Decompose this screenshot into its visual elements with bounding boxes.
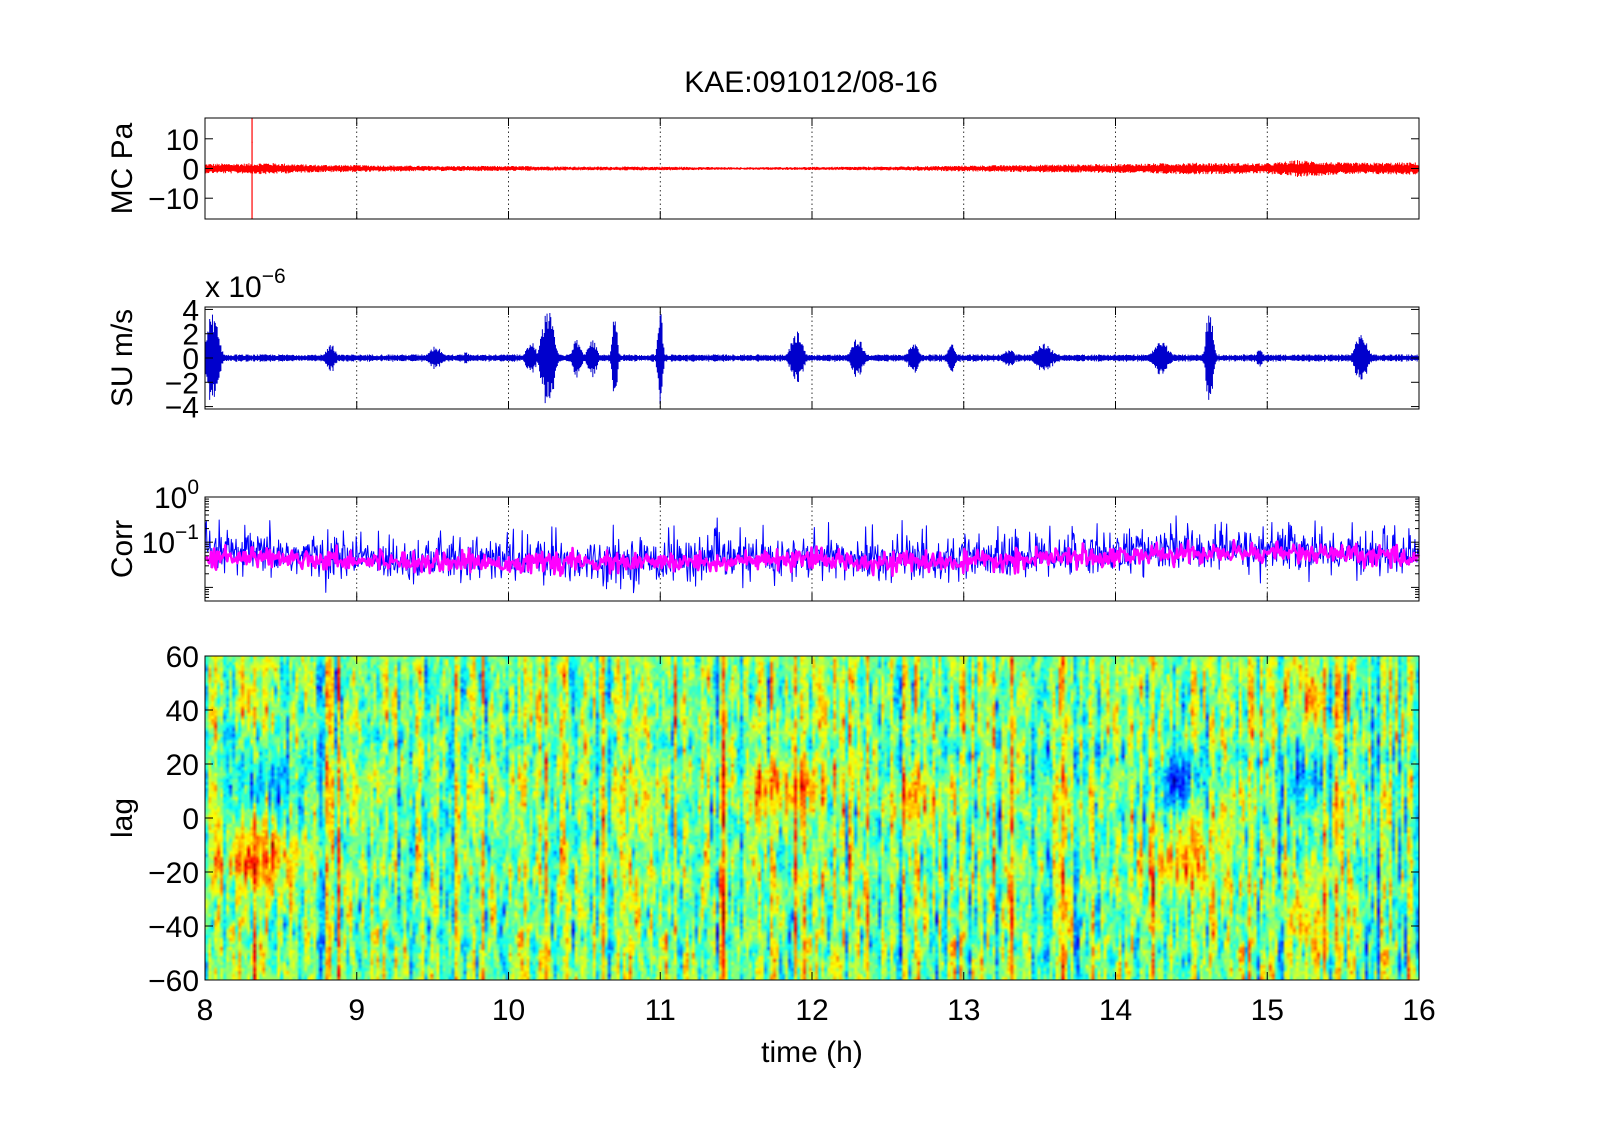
lag-ytick-label: 60 (166, 641, 199, 674)
su-multiplier-base: x 10 (205, 271, 262, 304)
lag-xtick-label: 8 (197, 994, 214, 1027)
mc-ytick-label: −10 (148, 183, 199, 216)
corr-ylabel: Corr (106, 520, 139, 578)
corr-ytick-exp: 0 (187, 476, 199, 499)
lag-ytick-label: 20 (166, 749, 199, 782)
lag-xtick-label: 14 (1099, 994, 1132, 1027)
lag-xtick-label: 10 (492, 994, 525, 1027)
lag-xlabel: time (h) (761, 1036, 863, 1069)
su-ytick-label: 2 (182, 319, 199, 352)
corr-series-smoothed (204, 538, 1421, 578)
lag-ylabel: lag (106, 798, 139, 838)
lag-xtick-label: 15 (1251, 994, 1284, 1027)
mc-axes-frame (204, 117, 1420, 220)
corr-ytick-base: 10 (154, 482, 187, 515)
lag-xtick-label: 13 (947, 994, 980, 1027)
corr-ytick-exp: −1 (175, 521, 199, 544)
corr-ytick-base: 10 (142, 527, 175, 560)
lag-xtick-label: 12 (795, 994, 828, 1027)
lag-axes-frame (204, 655, 1420, 981)
lag-ytick-label: −20 (148, 857, 199, 890)
su-ytick-label: −2 (165, 367, 199, 400)
su-ytick-label: −4 (165, 392, 199, 425)
su-multiplier-exp: −6 (262, 265, 286, 288)
lag-xtick-label: 11 (645, 994, 676, 1027)
figure-title: KAE:091012/08-16 (684, 66, 938, 99)
lag-xtick-label: 16 (1402, 994, 1435, 1027)
lag-ytick-label: 0 (182, 803, 199, 836)
su-ytick-label: 0 (182, 343, 199, 376)
corr-ytick-label: 10−1 (142, 521, 199, 560)
mc-ylabel: MC Pa (106, 122, 139, 214)
corr-ytick-label: 100 (154, 476, 199, 515)
su-ylabel: SU m/s (106, 309, 139, 407)
mc-ytick-label: 10 (166, 124, 199, 157)
su-multiplier: x 10−6 (205, 265, 286, 304)
lag-ytick-label: −60 (148, 965, 199, 998)
lag-xtick-label: 9 (348, 994, 365, 1027)
lag-ytick-label: −40 (148, 911, 199, 944)
lag-heatmap-image (205, 656, 1419, 980)
lag-ytick-label: 40 (166, 695, 199, 728)
mc-ytick-label: 0 (182, 154, 199, 187)
su-ytick-label: 4 (182, 294, 199, 327)
su-axes-frame (204, 306, 1420, 410)
corr-axes-frame (204, 496, 1420, 602)
